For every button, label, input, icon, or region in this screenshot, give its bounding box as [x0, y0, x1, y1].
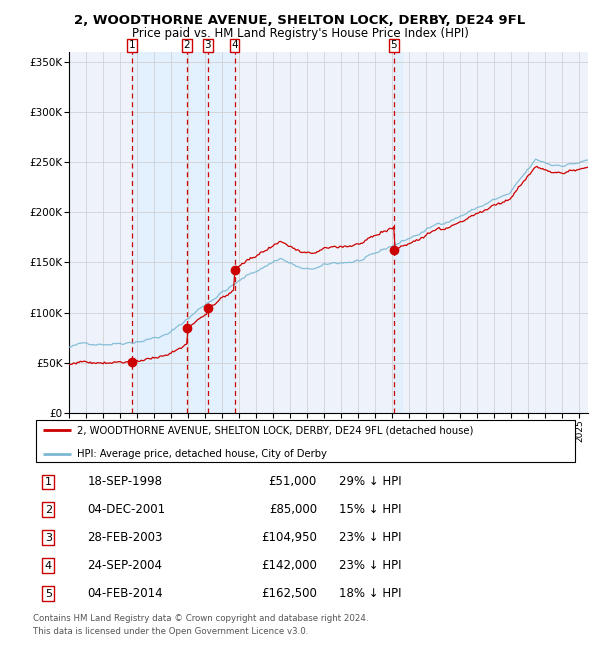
Text: 5: 5: [45, 589, 52, 599]
Text: 4: 4: [45, 561, 52, 571]
Text: 2, WOODTHORNE AVENUE, SHELTON LOCK, DERBY, DE24 9FL (detached house): 2, WOODTHORNE AVENUE, SHELTON LOCK, DERB…: [77, 425, 473, 435]
Text: 4: 4: [231, 40, 238, 50]
Text: £142,000: £142,000: [261, 559, 317, 573]
Text: This data is licensed under the Open Government Licence v3.0.: This data is licensed under the Open Gov…: [33, 627, 308, 636]
Text: 18% ↓ HPI: 18% ↓ HPI: [339, 588, 401, 601]
Text: 1: 1: [45, 477, 52, 487]
Text: 04-DEC-2001: 04-DEC-2001: [88, 503, 166, 516]
Bar: [133, 52, 235, 413]
Text: 15% ↓ HPI: 15% ↓ HPI: [339, 503, 401, 516]
Text: £51,000: £51,000: [269, 475, 317, 489]
FancyBboxPatch shape: [36, 420, 575, 462]
Text: HPI: Average price, detached house, City of Derby: HPI: Average price, detached house, City…: [77, 449, 326, 460]
Bar: [394, 52, 403, 413]
Text: 23% ↓ HPI: 23% ↓ HPI: [339, 532, 401, 544]
Text: 1: 1: [129, 40, 136, 50]
Text: 18-SEP-1998: 18-SEP-1998: [88, 475, 163, 489]
Text: 5: 5: [391, 40, 397, 50]
Text: 29% ↓ HPI: 29% ↓ HPI: [339, 475, 401, 489]
Text: 2, WOODTHORNE AVENUE, SHELTON LOCK, DERBY, DE24 9FL: 2, WOODTHORNE AVENUE, SHELTON LOCK, DERB…: [74, 14, 526, 27]
Text: £85,000: £85,000: [269, 503, 317, 516]
Text: 2: 2: [184, 40, 190, 50]
Text: 2: 2: [45, 505, 52, 515]
Text: 04-FEB-2014: 04-FEB-2014: [88, 588, 163, 601]
Text: £162,500: £162,500: [261, 588, 317, 601]
Text: £104,950: £104,950: [261, 532, 317, 544]
Text: Price paid vs. HM Land Registry's House Price Index (HPI): Price paid vs. HM Land Registry's House …: [131, 27, 469, 40]
Text: 3: 3: [205, 40, 211, 50]
Text: Contains HM Land Registry data © Crown copyright and database right 2024.: Contains HM Land Registry data © Crown c…: [33, 614, 368, 623]
Text: 24-SEP-2004: 24-SEP-2004: [88, 559, 163, 573]
Text: 23% ↓ HPI: 23% ↓ HPI: [339, 559, 401, 573]
Text: 28-FEB-2003: 28-FEB-2003: [88, 532, 163, 544]
Text: 3: 3: [45, 533, 52, 543]
